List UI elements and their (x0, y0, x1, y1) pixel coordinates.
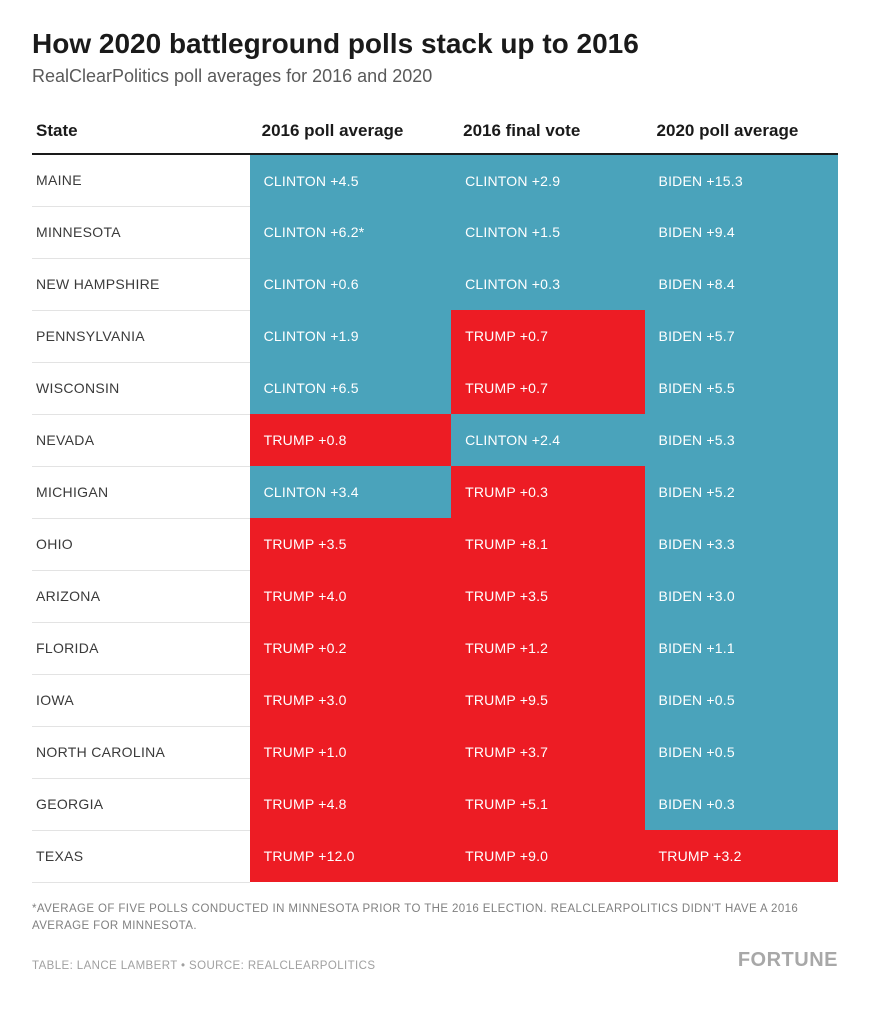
data-cell: BIDEN +1.1 (645, 622, 838, 674)
data-cell: TRUMP +5.1 (451, 778, 644, 830)
table-row: NORTH CAROLINATRUMP +1.0TRUMP +3.7BIDEN … (32, 726, 838, 778)
state-cell: FLORIDA (32, 622, 250, 674)
credits: TABLE: LANCE LAMBERT • SOURCE: REALCLEAR… (32, 960, 375, 972)
data-cell: BIDEN +3.3 (645, 518, 838, 570)
header-2016-poll: 2016 poll average (250, 111, 452, 154)
data-cell: TRUMP +0.7 (451, 362, 644, 414)
state-cell: TEXAS (32, 830, 250, 882)
data-cell: TRUMP +9.0 (451, 830, 644, 882)
table-row: MICHIGANCLINTON +3.4TRUMP +0.3BIDEN +5.2 (32, 466, 838, 518)
state-cell: MINNESOTA (32, 206, 250, 258)
state-cell: MAINE (32, 154, 250, 206)
data-cell: BIDEN +5.5 (645, 362, 838, 414)
table-row: TEXASTRUMP +12.0TRUMP +9.0TRUMP +3.2 (32, 830, 838, 882)
data-cell: TRUMP +0.3 (451, 466, 644, 518)
state-cell: WISCONSIN (32, 362, 250, 414)
table-row: NEW HAMPSHIRECLINTON +0.6CLINTON +0.3BID… (32, 258, 838, 310)
data-cell: TRUMP +0.8 (250, 414, 452, 466)
table-row: PENNSYLVANIACLINTON +1.9TRUMP +0.7BIDEN … (32, 310, 838, 362)
data-cell: TRUMP +0.2 (250, 622, 452, 674)
state-cell: ARIZONA (32, 570, 250, 622)
data-cell: TRUMP +3.7 (451, 726, 644, 778)
data-cell: TRUMP +3.5 (451, 570, 644, 622)
table-header-row: State 2016 poll average 2016 final vote … (32, 111, 838, 154)
data-cell: BIDEN +9.4 (645, 206, 838, 258)
data-cell: TRUMP +12.0 (250, 830, 452, 882)
state-cell: NEVADA (32, 414, 250, 466)
table-row: ARIZONATRUMP +4.0TRUMP +3.5BIDEN +3.0 (32, 570, 838, 622)
state-cell: IOWA (32, 674, 250, 726)
header-2016-final: 2016 final vote (451, 111, 644, 154)
data-cell: TRUMP +3.5 (250, 518, 452, 570)
table-row: FLORIDATRUMP +0.2TRUMP +1.2BIDEN +1.1 (32, 622, 838, 674)
state-cell: PENNSYLVANIA (32, 310, 250, 362)
data-cell: TRUMP +8.1 (451, 518, 644, 570)
data-cell: CLINTON +6.5 (250, 362, 452, 414)
data-cell: CLINTON +4.5 (250, 154, 452, 206)
table-row: IOWATRUMP +3.0TRUMP +9.5BIDEN +0.5 (32, 674, 838, 726)
data-cell: BIDEN +8.4 (645, 258, 838, 310)
table-row: WISCONSINCLINTON +6.5TRUMP +0.7BIDEN +5.… (32, 362, 838, 414)
poll-table: State 2016 poll average 2016 final vote … (32, 111, 838, 883)
data-cell: CLINTON +0.3 (451, 258, 644, 310)
header-state: State (32, 111, 250, 154)
state-cell: NEW HAMPSHIRE (32, 258, 250, 310)
data-cell: BIDEN +15.3 (645, 154, 838, 206)
data-cell: BIDEN +5.7 (645, 310, 838, 362)
data-cell: TRUMP +3.2 (645, 830, 838, 882)
data-cell: BIDEN +3.0 (645, 570, 838, 622)
table-row: OHIOTRUMP +3.5TRUMP +8.1BIDEN +3.3 (32, 518, 838, 570)
footnote: *AVERAGE OF FIVE POLLS CONDUCTED IN MINN… (32, 901, 838, 936)
brand-logo: FORTUNE (738, 949, 838, 972)
data-cell: CLINTON +3.4 (250, 466, 452, 518)
state-cell: MICHIGAN (32, 466, 250, 518)
data-cell: BIDEN +0.3 (645, 778, 838, 830)
data-cell: BIDEN +0.5 (645, 674, 838, 726)
data-cell: TRUMP +1.2 (451, 622, 644, 674)
data-cell: CLINTON +2.9 (451, 154, 644, 206)
data-cell: TRUMP +9.5 (451, 674, 644, 726)
data-cell: TRUMP +1.0 (250, 726, 452, 778)
data-cell: TRUMP +4.8 (250, 778, 452, 830)
table-row: GEORGIATRUMP +4.8TRUMP +5.1BIDEN +0.3 (32, 778, 838, 830)
state-cell: NORTH CAROLINA (32, 726, 250, 778)
data-cell: CLINTON +1.9 (250, 310, 452, 362)
data-cell: TRUMP +4.0 (250, 570, 452, 622)
table-row: MINNESOTACLINTON +6.2*CLINTON +1.5BIDEN … (32, 206, 838, 258)
data-cell: CLINTON +2.4 (451, 414, 644, 466)
data-cell: BIDEN +5.3 (645, 414, 838, 466)
data-cell: BIDEN +0.5 (645, 726, 838, 778)
chart-subtitle: RealClearPolitics poll averages for 2016… (32, 66, 838, 87)
state-cell: GEORGIA (32, 778, 250, 830)
data-cell: CLINTON +1.5 (451, 206, 644, 258)
data-cell: TRUMP +0.7 (451, 310, 644, 362)
data-cell: CLINTON +0.6 (250, 258, 452, 310)
table-row: MAINECLINTON +4.5CLINTON +2.9BIDEN +15.3 (32, 154, 838, 206)
data-cell: BIDEN +5.2 (645, 466, 838, 518)
header-2020-poll: 2020 poll average (645, 111, 838, 154)
table-row: NEVADATRUMP +0.8CLINTON +2.4BIDEN +5.3 (32, 414, 838, 466)
data-cell: CLINTON +6.2* (250, 206, 452, 258)
chart-title: How 2020 battleground polls stack up to … (32, 28, 838, 60)
data-cell: TRUMP +3.0 (250, 674, 452, 726)
state-cell: OHIO (32, 518, 250, 570)
